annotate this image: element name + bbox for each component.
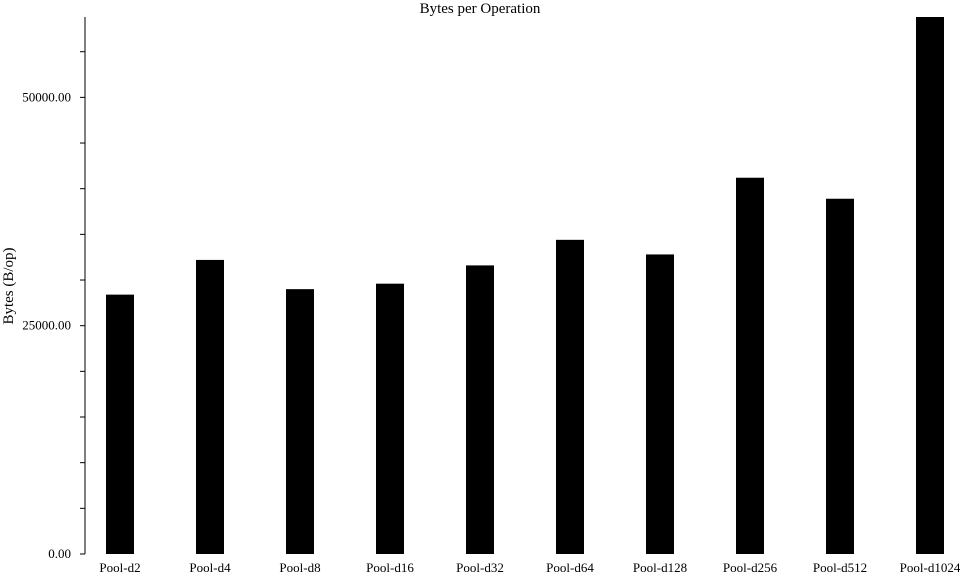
y-tick-label: 25000.00 <box>22 318 71 333</box>
bar-pool-d64 <box>556 239 584 554</box>
y-tick-label: 0.00 <box>48 546 71 561</box>
bar-pool-d4 <box>196 259 224 554</box>
bar-pool-d32 <box>466 265 494 554</box>
bar-pool-d1024 <box>916 17 944 554</box>
y-tick-label: 50000.00 <box>22 89 71 104</box>
x-axis-tick-labels: Pool-d2 Pool-d4 Pool-d8 Pool-d16 Pool-d32 Poo… <box>99 560 960 575</box>
x-tick-label: Pool-d32 <box>456 560 504 575</box>
x-tick-label: Pool-d2 <box>99 560 140 575</box>
x-tick-label: Pool-d16 <box>366 560 414 575</box>
bar-pool-d8 <box>286 289 314 554</box>
x-tick-label: Pool-d512 <box>813 560 867 575</box>
y-axis-label: Bytes (B/op) <box>1 247 17 324</box>
bar-pool-d16 <box>376 283 404 554</box>
bar-pool-d512 <box>826 198 854 554</box>
y-axis-ticks: 0.00 25000.00 50000.00 <box>22 51 85 561</box>
x-tick-label: Pool-d128 <box>633 560 687 575</box>
x-tick-label: Pool-d1024 <box>900 560 960 575</box>
x-tick-label: Pool-d4 <box>189 560 231 575</box>
x-tick-label: Pool-d8 <box>279 560 320 575</box>
chart-title: Bytes per Operation <box>420 1 541 17</box>
bar-pool-d256 <box>736 177 764 555</box>
bar-pool-d2 <box>106 294 134 554</box>
x-tick-label: Pool-d256 <box>723 560 778 575</box>
x-tick-label: Pool-d64 <box>546 560 594 575</box>
bar-pool-d128 <box>646 254 674 554</box>
bars <box>106 17 944 555</box>
